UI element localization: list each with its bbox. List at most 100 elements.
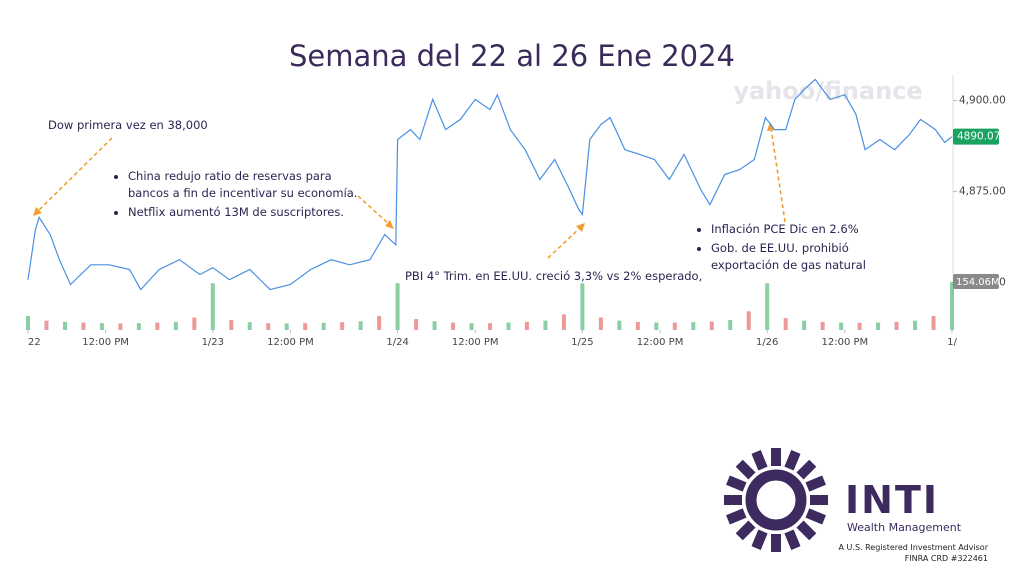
volume-bar	[173, 321, 178, 330]
volume-bar	[284, 323, 289, 330]
volume-bar	[654, 322, 659, 330]
volume-bar	[876, 322, 881, 330]
logo-name: INTI	[845, 478, 940, 522]
volume-bar	[395, 283, 400, 330]
annotation-item: Inflación PCE Dic en 2.6%	[711, 221, 887, 238]
volume-bar	[894, 321, 899, 330]
volume-bar	[580, 283, 585, 330]
logo-line: A U.S. Registered Investment Advisor	[838, 543, 988, 552]
x-tick-label: 1/26	[756, 337, 778, 348]
x-tick-label: 12:00 PM	[82, 337, 129, 348]
volume-bar	[155, 322, 160, 330]
volume-bar	[358, 321, 363, 330]
x-tick-label: 1/23	[202, 337, 224, 348]
logo-ray	[735, 520, 756, 541]
volume-bar	[598, 317, 603, 330]
x-tick-label: 12:00 PM	[637, 337, 684, 348]
arrows	[33, 122, 786, 259]
x-tick-label: 12:00 PM	[267, 337, 314, 348]
logo-ray	[784, 529, 801, 550]
volume-bar	[746, 311, 751, 330]
volume-bar	[26, 315, 30, 330]
arrow	[357, 195, 391, 226]
volume-bar	[303, 323, 308, 330]
annotation: Dow primera vez en 38,000	[48, 117, 208, 134]
logo-ray	[724, 495, 742, 505]
chart-title: Semana del 22 al 26 Ene 2024	[289, 39, 735, 73]
logo-ray	[796, 520, 817, 541]
volume-bar	[913, 320, 918, 330]
arrow	[36, 137, 113, 213]
annotation: China redujo ratio de reservas para banc…	[114, 168, 364, 223]
x-tick-label: 22	[28, 337, 41, 348]
volume-bar	[765, 283, 770, 330]
annotation: PBI 4° Trim. en EE.UU. creció 3,3% vs 2%…	[405, 268, 702, 285]
logo-ray	[805, 508, 826, 525]
annotation-list: China redujo ratio de reservas para banc…	[114, 168, 364, 221]
volume-bar	[321, 322, 326, 330]
volume-bar	[340, 322, 345, 330]
logo-sun	[724, 448, 828, 552]
logo-rays	[724, 448, 828, 552]
logo-ray	[771, 534, 781, 552]
x-tick-label: 12:00 PM	[821, 337, 868, 348]
annotation: Inflación PCE Dic en 2.6% Gob. de EE.UU. …	[697, 221, 887, 276]
volume-bar	[506, 322, 511, 330]
volume-bar	[414, 319, 419, 330]
x-tick-label: 12:00 PM	[452, 337, 499, 348]
y-tick-label: 4,875.00	[959, 186, 1006, 198]
volume-bar	[635, 321, 640, 330]
logo-ray	[796, 459, 817, 480]
annotation-text: PBI 4° Trim. en EE.UU. creció 3,3% vs 2%…	[405, 269, 703, 283]
volume-bar	[839, 322, 844, 330]
annotation-item: China redujo ratio de reservas para banc…	[128, 168, 364, 202]
volume-bar	[617, 320, 622, 330]
arrow-head	[385, 220, 394, 229]
volume-bar	[247, 322, 252, 330]
logo-ray	[735, 459, 756, 480]
volume-bar	[488, 323, 492, 330]
volume-bar	[81, 322, 86, 330]
volume-bar	[469, 323, 474, 330]
volume-bar	[118, 323, 123, 330]
volume-bar	[783, 318, 788, 330]
annotation-item: Netflix aumentó 13M de suscriptores.	[128, 204, 364, 221]
volume-bar	[561, 314, 566, 330]
volume-bar	[709, 321, 714, 330]
x-tick-label: 1/25	[571, 337, 593, 348]
volume-bar	[524, 321, 529, 330]
volume-bar	[691, 322, 696, 330]
last-price-badge	[953, 128, 999, 145]
volume-bar	[728, 320, 733, 330]
y-tick-label: 4,900.00	[959, 95, 1006, 107]
volume-bar	[931, 315, 936, 330]
volume-bar	[44, 320, 49, 330]
arrow	[547, 226, 582, 259]
volume-bar	[266, 323, 271, 330]
volume-bar	[451, 322, 456, 330]
arrow-head	[767, 122, 775, 131]
annotation-text: Dow primera vez en 38,000	[48, 118, 208, 132]
last-price-label: 4890.07	[957, 131, 1000, 143]
volume-bar	[802, 320, 807, 330]
volume-bar	[950, 282, 954, 330]
logo-ring	[745, 469, 807, 531]
annotation-item: Gob. de EE.UU. prohibió exportación de g…	[711, 240, 887, 274]
logo-ray	[726, 475, 747, 492]
volume-bar	[432, 321, 437, 330]
volume-bar	[62, 321, 67, 330]
volume-bar	[820, 321, 825, 330]
price-line	[27, 78, 953, 291]
arrow-head	[33, 207, 42, 216]
logo-ray	[771, 448, 781, 466]
volume-bar	[857, 322, 862, 330]
logo-line: FINRA CRD #322461	[904, 554, 988, 563]
volume-bar	[229, 320, 234, 330]
annotation-list: Inflación PCE Dic en 2.6% Gob. de EE.UU. …	[697, 221, 887, 274]
volume-badge	[953, 274, 999, 289]
volume-bar	[136, 323, 141, 330]
logo-ray	[805, 475, 826, 492]
logo-ray	[751, 529, 768, 550]
